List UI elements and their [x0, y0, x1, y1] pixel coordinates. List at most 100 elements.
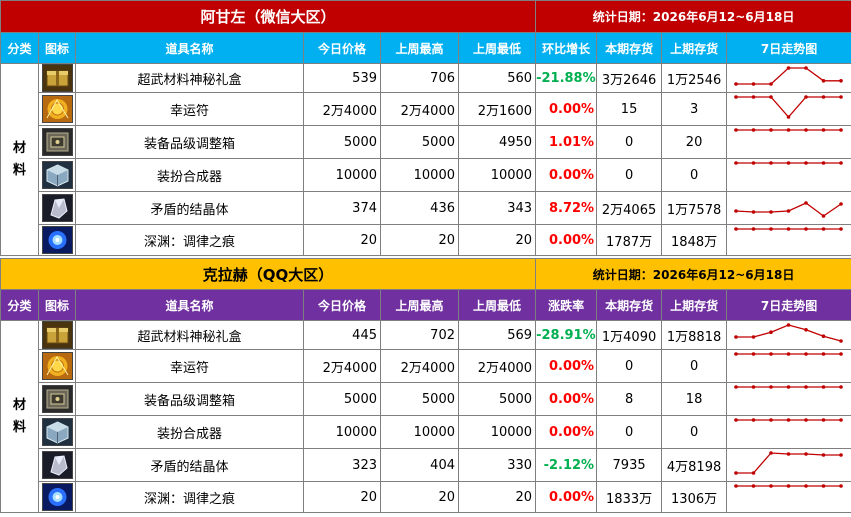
trend-point: [751, 352, 756, 356]
change-rate: 0.00%: [535, 224, 598, 256]
trend-cell: [726, 224, 851, 256]
header-row: 分类 图标 道具名称 今日价格 上周最高 上周最低 环比增长 本期存货 上期存货 7日走势图: [0, 32, 851, 64]
trend-point: [786, 418, 791, 422]
trend-point: [839, 227, 843, 231]
previous-stock: 0: [661, 349, 728, 383]
current-stock: 0: [596, 415, 663, 449]
table-row: 材料 超武材料神秘礼盒 539 706 560 -21.88% 3万2646 1万2546: [0, 63, 851, 256]
trend-sparkline: [734, 352, 843, 356]
current-stock: 7935: [596, 448, 663, 482]
col-last-week-high-header: 上周最高: [380, 289, 459, 321]
trend-sparkline: [734, 484, 843, 488]
icon-cell: [38, 125, 76, 159]
trend-point: [769, 95, 773, 99]
price-low: 20: [457, 224, 537, 256]
price-low: 2万1600: [457, 92, 537, 126]
trend-point: [751, 95, 756, 99]
golden-gift-box-icon: [41, 321, 73, 349]
change-rate: 0.00%: [535, 382, 598, 416]
trend-sparkline: [734, 385, 843, 389]
trend-point: [734, 352, 738, 356]
icon-cell: [38, 158, 76, 192]
trend-point: [839, 79, 843, 83]
trend-point: [769, 227, 773, 231]
col-7day-trend-header: 7日走势图: [726, 289, 851, 321]
previous-stock: 18: [661, 382, 728, 416]
trend-point: [821, 334, 826, 338]
trend-point: [751, 484, 756, 488]
trend-point: [769, 418, 773, 422]
current-stock: 8: [596, 382, 663, 416]
trend-point: [839, 418, 843, 422]
trend-point: [839, 202, 843, 206]
trend-point: [821, 418, 826, 422]
trend-point: [804, 66, 808, 70]
trend-cell: [726, 382, 851, 416]
col-item-name-header: 道具名称: [75, 32, 304, 64]
item-name: 矛盾的结晶体: [75, 191, 304, 225]
col-last-week-high-header: 上周最高: [380, 32, 459, 64]
date-range: 统计日期：2026年6月12~6月18日: [535, 258, 851, 290]
price-low: 560: [457, 63, 537, 93]
price-high: 706: [380, 63, 459, 93]
price-today: 445: [303, 320, 381, 350]
price-high: 20: [380, 481, 459, 513]
col-item-name-header: 道具名称: [75, 289, 304, 321]
previous-stock: 20: [661, 125, 728, 159]
trend-cell: [726, 158, 851, 192]
change-rate: 0.00%: [535, 158, 598, 192]
price-low: 10000: [457, 415, 537, 449]
item-name: 幸运符: [75, 92, 304, 126]
price-low: 330: [457, 448, 537, 482]
table-row: 装扮合成器 10000 10000 10000 0.00% 0 0: [1, 415, 851, 449]
current-stock: 3万2646: [596, 63, 663, 93]
price-high: 5000: [380, 125, 459, 159]
current-stock: 0: [596, 349, 663, 383]
price-low: 5000: [457, 382, 537, 416]
icon-cell: [38, 320, 76, 350]
previous-stock: 1万8818: [661, 320, 728, 350]
col-7day-trend-header: 7日走势图: [726, 32, 851, 64]
trend-point: [821, 385, 826, 389]
table-row: 矛盾的结晶体 374 436 343 8.72% 2万4065 1万7578: [1, 191, 851, 225]
price-today: 20: [303, 224, 381, 256]
trend-point: [839, 484, 843, 488]
trend-sparkline: [734, 201, 843, 218]
price-high: 20: [380, 224, 459, 256]
col-last-week-low-header: 上周最低: [457, 289, 537, 321]
trend-point: [734, 227, 738, 231]
current-stock: 1833万: [596, 481, 663, 513]
table-row: 装扮合成器 10000 10000 10000 0.00% 0 0: [1, 158, 851, 192]
current-stock: 2万4065: [596, 191, 663, 225]
price-today: 10000: [303, 415, 381, 449]
col-change-header: 涨跌率: [535, 289, 598, 321]
header-row: 分类 图标 道具名称 今日价格 上周最高 上周最低 涨跌率 本期存货 上期存货 7日走势图: [0, 289, 851, 321]
trend-point: [734, 161, 738, 165]
trend-point: [804, 452, 808, 456]
trend-point: [821, 95, 826, 99]
trend-point: [821, 128, 826, 132]
trend-point: [804, 95, 808, 99]
trend-point: [734, 418, 738, 422]
amulet-icon: [41, 95, 73, 123]
icon-cell: [38, 92, 76, 126]
icon-cell: [38, 481, 76, 513]
golden-gift-box-icon: [41, 64, 73, 92]
blue-orb-icon: [41, 483, 73, 511]
item-name: 深渊：调律之痕: [75, 481, 304, 513]
trend-point: [821, 453, 826, 457]
previous-stock: 1万7578: [661, 191, 728, 225]
trend-point: [786, 227, 791, 231]
icon-cell: [38, 191, 76, 225]
trend-cell: [726, 415, 851, 449]
trend-point: [804, 227, 808, 231]
trend-point: [821, 161, 826, 165]
trend-point: [804, 161, 808, 165]
trend-sparkline: [734, 227, 843, 231]
trend-point: [839, 95, 843, 99]
trend-line: [736, 324, 842, 342]
trend-point: [821, 352, 826, 356]
trend-point: [821, 227, 826, 231]
trend-point: [804, 484, 808, 488]
price-high: 5000: [380, 382, 459, 416]
